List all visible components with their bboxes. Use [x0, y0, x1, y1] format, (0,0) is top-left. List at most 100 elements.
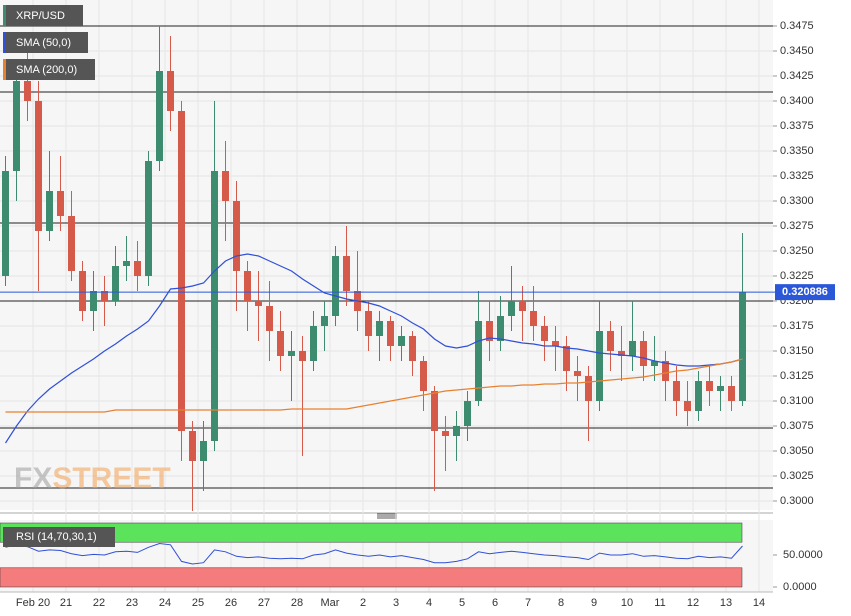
x-tick-label: 7	[525, 597, 531, 609]
x-tick-label: Feb 20	[16, 597, 50, 609]
y-tick-label: 0.3300	[780, 195, 814, 207]
marks	[0, 0, 775, 592]
x-tick-label: 12	[687, 597, 699, 609]
candle-body	[497, 316, 504, 341]
y-tick-label: 0.3075	[780, 420, 814, 432]
candle-body	[541, 326, 548, 341]
candle-body	[343, 256, 350, 291]
candle-body	[24, 81, 31, 101]
candle-body	[233, 201, 240, 271]
candle-body	[585, 376, 592, 401]
legend-box	[3, 32, 88, 53]
candle-body	[178, 111, 185, 431]
candle-body	[244, 271, 251, 301]
legend-box	[3, 5, 83, 26]
rsi-label-box	[3, 527, 115, 547]
candle-body	[695, 381, 702, 411]
candle-body	[398, 336, 405, 346]
legend-label: SMA (50,0)	[16, 37, 71, 49]
candle-body	[134, 261, 141, 276]
candle-body	[167, 71, 174, 111]
y-tick-label: 0.3125	[780, 370, 814, 382]
x-tick-label: 22	[93, 597, 105, 609]
candle-body	[310, 326, 317, 361]
candle-body	[574, 371, 581, 376]
y-tick-label: 0.3175	[780, 320, 814, 332]
candle-body	[2, 171, 9, 276]
candle-body	[277, 331, 284, 356]
sma-line	[5, 358, 743, 413]
y-tick-label: 0.3000	[780, 495, 814, 507]
rsi-band	[0, 522, 743, 543]
candle-body	[563, 346, 570, 371]
y-tick-label: 0.3225	[780, 270, 814, 282]
candle-body	[651, 361, 658, 366]
y-tick-label: 0.3250	[780, 245, 814, 257]
candle-body	[475, 321, 482, 401]
divider-handle[interactable]	[377, 513, 397, 519]
candle-body	[123, 261, 130, 266]
x-tick-label: 13	[720, 597, 732, 609]
y-tick-label: 0.3375	[780, 120, 814, 132]
candle-body	[46, 191, 53, 231]
y-tick-label: 0.3150	[780, 345, 814, 357]
x-tick-label: 4	[426, 597, 432, 609]
legend-label: XRP/USD	[16, 10, 65, 22]
candle-body	[486, 321, 493, 341]
candle-body	[596, 331, 603, 401]
candle-body	[299, 351, 306, 361]
last-price-label: 0.320886	[782, 286, 828, 298]
x-tick-label: 2	[360, 597, 366, 609]
candle-body	[13, 81, 20, 171]
candle-body	[266, 306, 273, 331]
candle-body	[222, 171, 229, 201]
last-price-box	[775, 284, 835, 301]
candle-body	[629, 341, 636, 356]
candle-body	[365, 311, 372, 336]
rsi-band	[0, 567, 743, 588]
x-tick-label: 14	[753, 597, 765, 609]
x-tick-label: 25	[192, 597, 204, 609]
y-tick-label: 0.3350	[780, 145, 814, 157]
legend-label: SMA (200,0)	[16, 64, 77, 76]
candle-body	[79, 271, 86, 311]
y-tick-label: 0.3425	[780, 70, 814, 82]
x-tick-label: 28	[291, 597, 303, 609]
watermark: FXSTREET	[14, 462, 171, 495]
candle-body	[673, 381, 680, 401]
candle-body	[728, 386, 735, 401]
candle-body	[464, 401, 471, 426]
x-tick-label: 23	[126, 597, 138, 609]
y-tick-label: 50.0000	[783, 549, 823, 561]
x-tick-label: 8	[558, 597, 564, 609]
x-tick-label: 24	[159, 597, 171, 609]
x-tick-label: 10	[621, 597, 633, 609]
candle-body	[57, 191, 64, 216]
candle-body	[200, 441, 207, 461]
candle-body	[706, 381, 713, 391]
candle-body	[431, 391, 438, 431]
candle-body	[409, 336, 416, 361]
candle-body	[189, 431, 196, 461]
watermark-street: STREET	[52, 462, 170, 495]
candle-body	[442, 431, 449, 436]
candle-body	[332, 256, 339, 316]
x-tick-label: 26	[225, 597, 237, 609]
y-tick-label: 0.3025	[780, 470, 814, 482]
candle-body	[321, 316, 328, 326]
candle-body	[376, 321, 383, 336]
sma-line	[4, 253, 743, 444]
candle-body	[255, 301, 262, 306]
candle-body	[739, 292, 746, 401]
y-tick-label: 0.3100	[780, 395, 814, 407]
x-tick-label: 3	[393, 597, 399, 609]
y-tick-label: 0.3275	[780, 220, 814, 232]
candle-body	[552, 341, 559, 346]
legend-swatch	[3, 32, 6, 53]
y-tick-label: 0.3475	[780, 20, 814, 32]
candle-body	[530, 311, 537, 326]
candle-body	[387, 321, 394, 346]
candle-body	[662, 361, 669, 381]
